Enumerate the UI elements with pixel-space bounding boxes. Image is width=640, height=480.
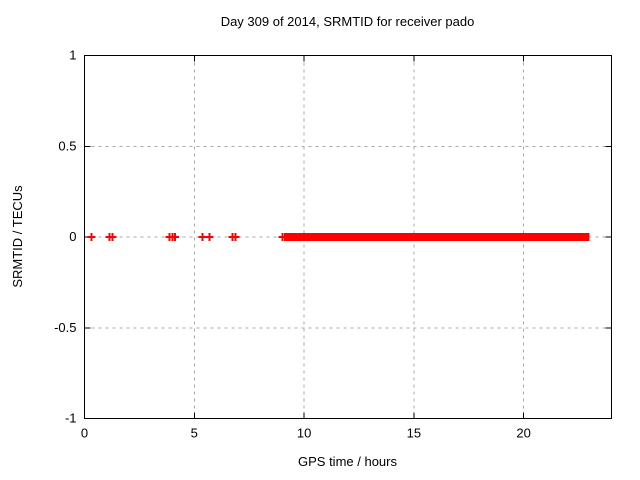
x-tick-label: 20 bbox=[516, 426, 530, 441]
x-tick-label: 0 bbox=[81, 426, 88, 441]
data-band bbox=[285, 233, 389, 241]
y-tick-label: 0.5 bbox=[58, 138, 76, 153]
chart-title: Day 309 of 2014, SRMTID for receiver pad… bbox=[220, 14, 475, 29]
y-tick-label: 0 bbox=[69, 229, 76, 244]
y-tick-label: 1 bbox=[69, 48, 76, 63]
x-axis-label: GPS time / hours bbox=[298, 454, 397, 469]
y-tick-label: -0.5 bbox=[54, 320, 76, 335]
data-band bbox=[387, 233, 590, 241]
y-tick-label: -1 bbox=[65, 411, 77, 426]
x-tick-label: 10 bbox=[297, 426, 311, 441]
x-tick-label: 15 bbox=[407, 426, 421, 441]
x-tick-label: 5 bbox=[191, 426, 198, 441]
